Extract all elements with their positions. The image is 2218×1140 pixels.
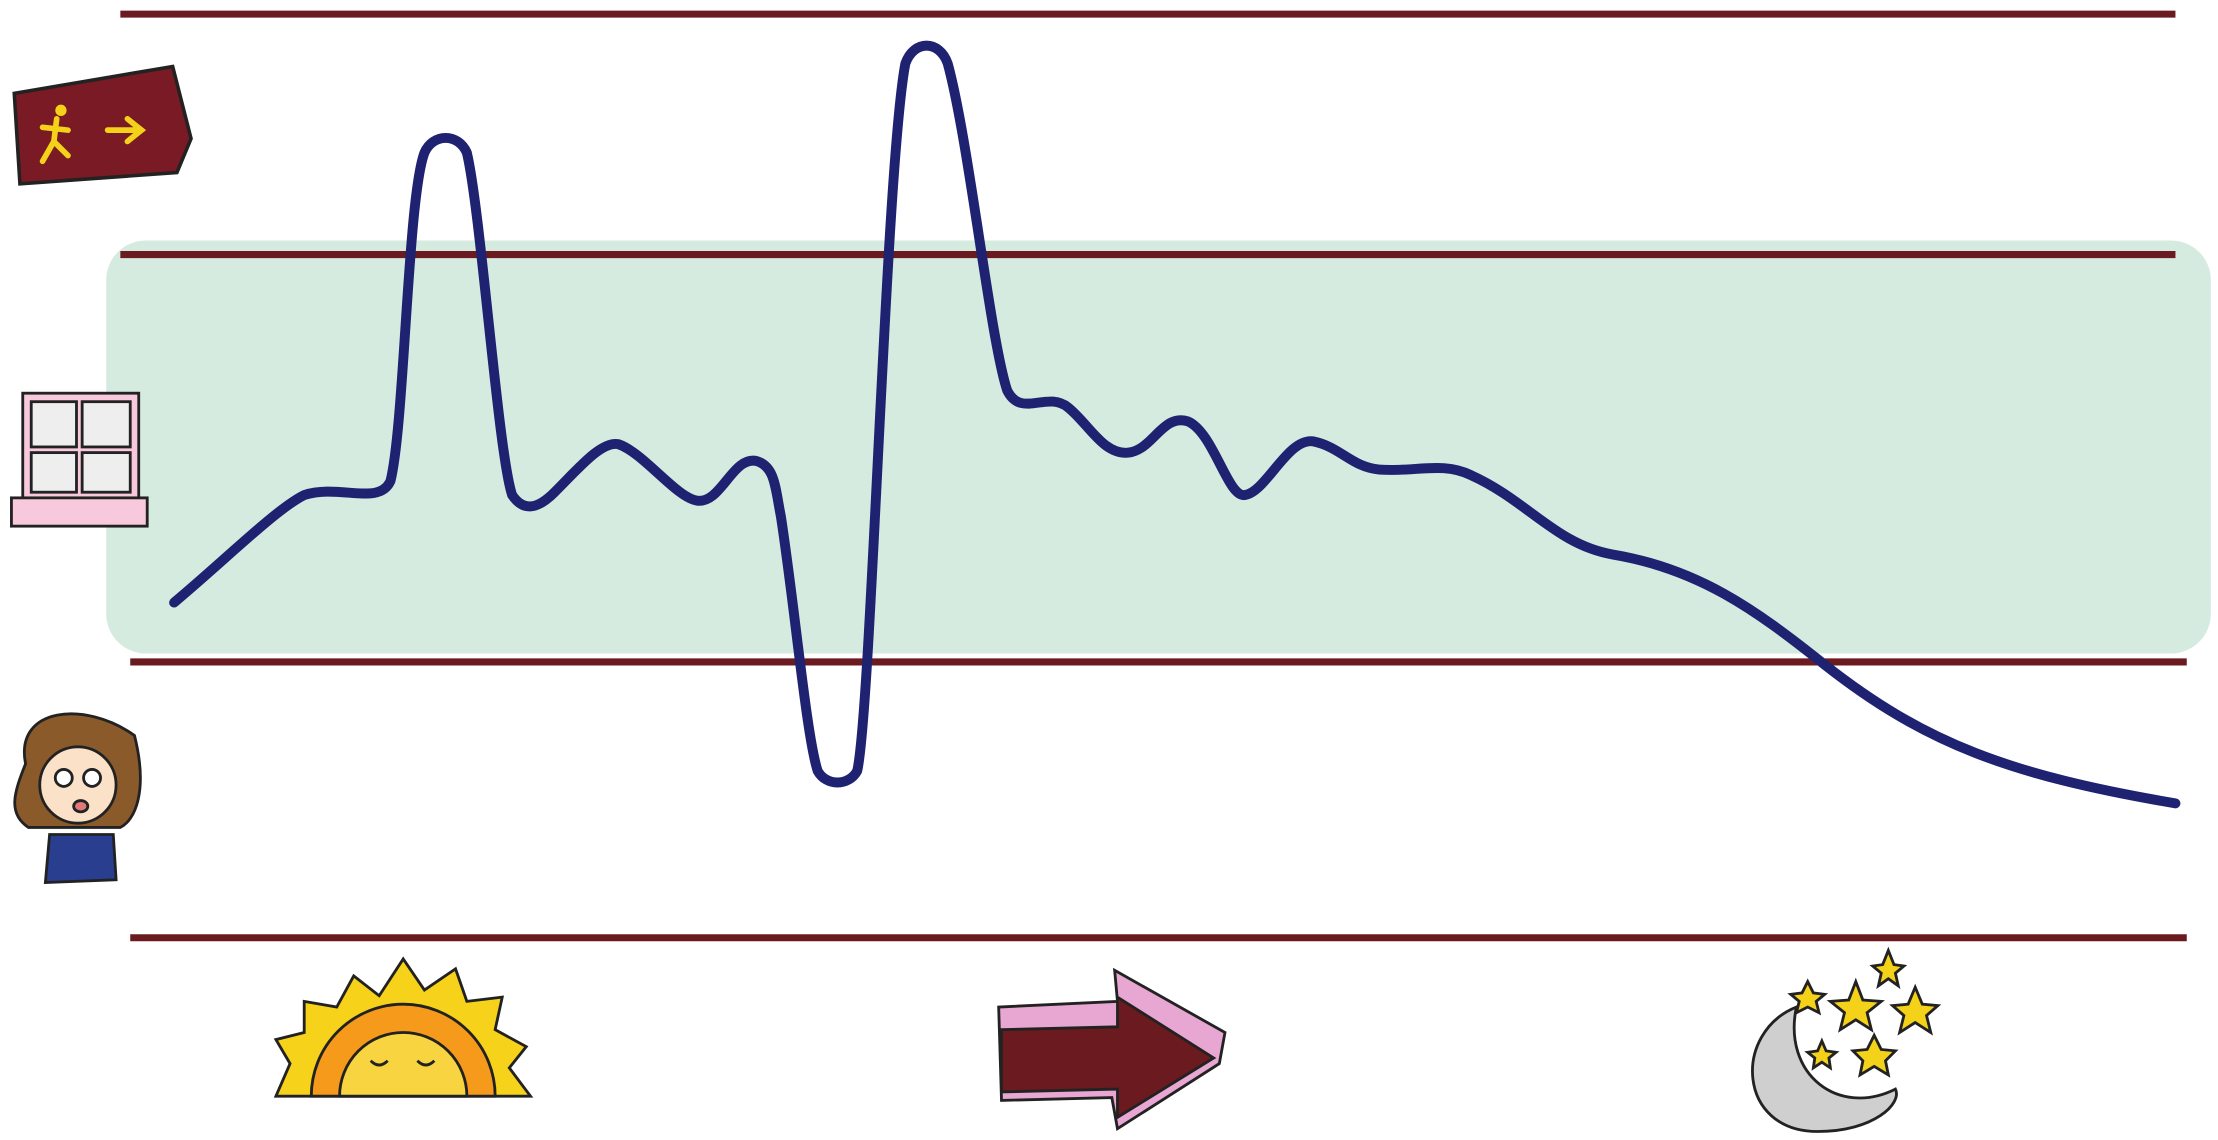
tired-girl-icon <box>13 712 142 885</box>
energy-curve <box>169 40 2181 809</box>
exit-sign-icon <box>12 64 193 186</box>
window-icon <box>10 391 149 528</box>
comfort-zone <box>106 240 2211 654</box>
level-lines <box>120 10 2187 942</box>
arrow-icon <box>997 967 1227 1132</box>
moon-stars-icon <box>1751 946 1942 1133</box>
sunrise-icon <box>273 956 534 1098</box>
